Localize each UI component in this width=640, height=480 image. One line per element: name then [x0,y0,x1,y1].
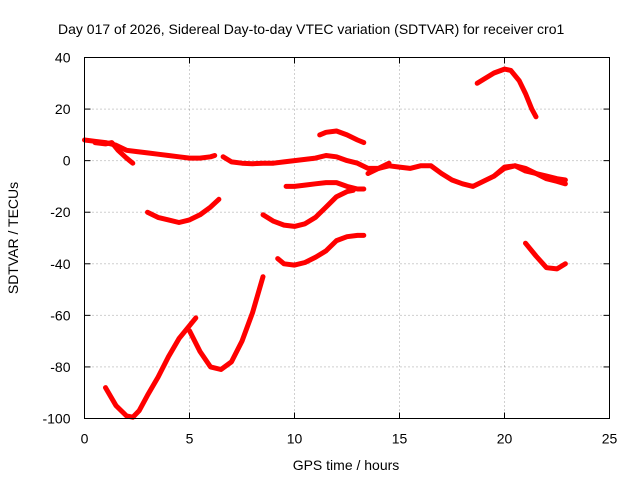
grid-layer [84,57,610,419]
y-tick-label: -60 [50,307,70,323]
series-layer [82,66,568,420]
x-axis-label: GPS time / hours [293,457,400,473]
x-tick-label: 0 [81,431,89,447]
series-arc-8 [260,187,356,229]
series-arc-5 [491,163,568,183]
x-tick-label: 5 [186,431,194,447]
x-tick-label: 20 [497,431,513,447]
y-tick-label: 0 [63,153,71,169]
series-arc-2 [92,140,136,166]
y-tick-label: 20 [55,101,71,117]
y-tick-label: -40 [50,256,70,272]
series-arc-13 [103,315,199,420]
plot-frame [84,57,610,419]
series-arc-7 [145,196,222,225]
y-tick-label: 40 [55,50,71,66]
series-arc-12 [523,240,568,272]
series-arc-9 [283,180,367,192]
x-tick-label: 25 [602,431,618,447]
x-tick-label: 15 [392,431,408,447]
tick-layer: 0 5 10 15 20 25 -100 -80 -60 -40 -20 0 20 40 [42,50,617,447]
y-axis-label: SDTVAR / TECUs [5,182,21,294]
series-arc-14 [187,274,266,372]
series-arc-10 [275,232,367,268]
x-tick-label: 10 [287,431,303,447]
series-arc-6 [317,128,367,146]
y-tick-label: -20 [50,204,70,220]
series-arc-4 [365,163,568,189]
chart-title: Day 017 of 2026, Sidereal Day-to-day VTE… [58,21,564,37]
y-tick-label: -100 [42,411,70,427]
series-arc-3 [220,153,392,171]
series-arc-11 [474,66,539,120]
y-tick-label: -80 [50,359,70,375]
